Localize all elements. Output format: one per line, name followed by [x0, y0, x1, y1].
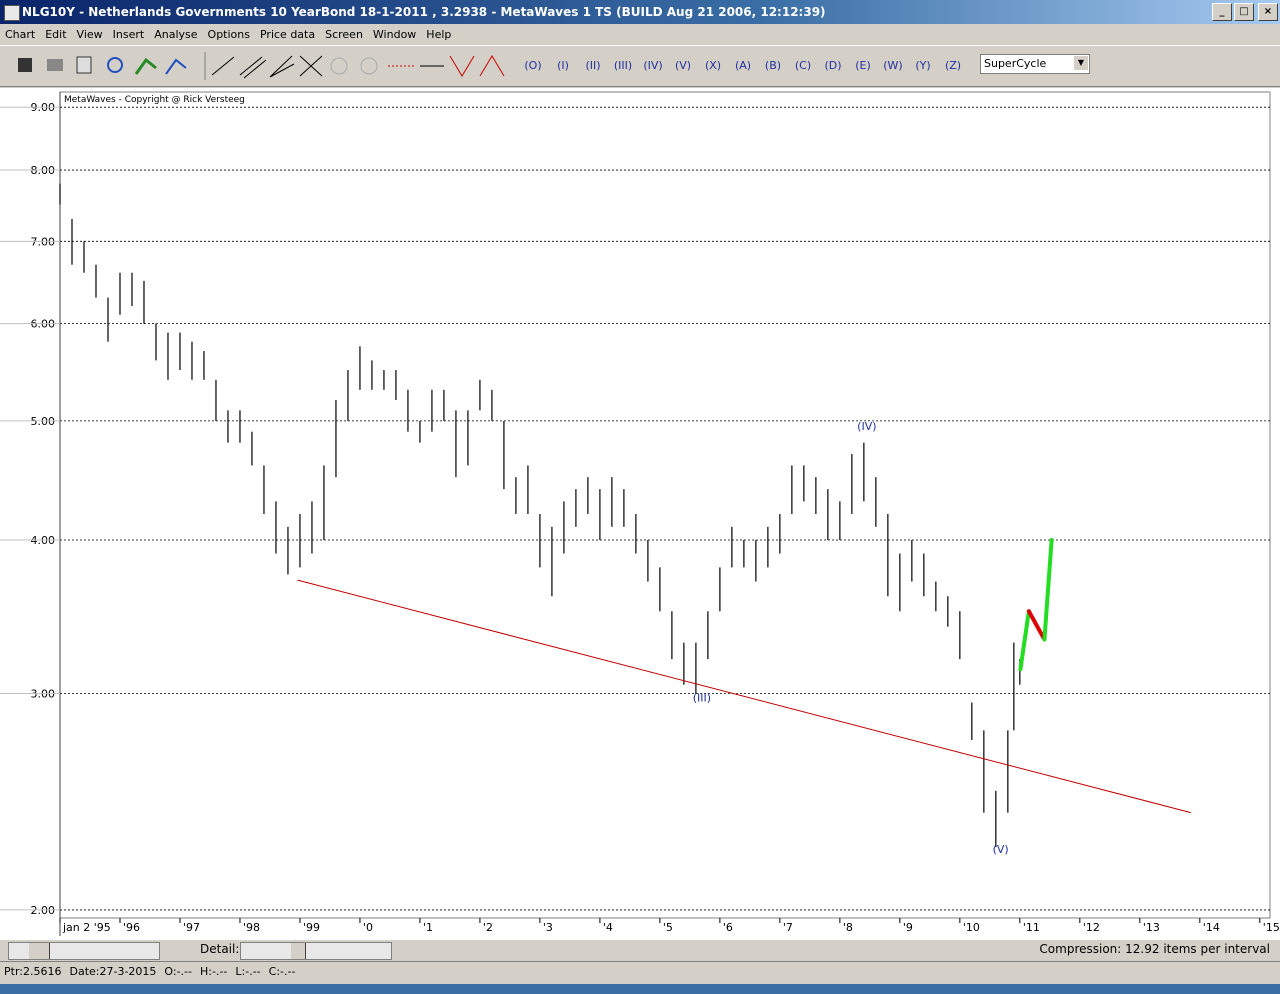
status-bar: Ptr:2.5616 Date:27-3-2015 O:-.-- H:-.-- L:-.… — [0, 961, 1280, 981]
preview-icon[interactable] — [76, 56, 92, 74]
status-field: Date:27-3-2015 — [69, 965, 157, 978]
trend-icon[interactable] — [134, 57, 157, 75]
x-tick-label: '12 — [1083, 921, 1100, 934]
wave-label: (V) — [993, 843, 1009, 856]
line-tool[interactable] — [211, 56, 235, 76]
window-title: NLG10Y - Netherlands Governments 10 Year… — [22, 5, 826, 19]
x-tick-label: '99 — [303, 921, 320, 934]
taskbar — [0, 984, 1280, 994]
menu-item[interactable]: Chart — [5, 28, 36, 41]
menu-item[interactable]: Analyse — [154, 28, 198, 41]
toolbar-icons — [18, 52, 505, 80]
wave-button[interactable]: (I) — [557, 59, 569, 72]
x-tick-label: '10 — [963, 921, 980, 934]
compression: Compression: 12.92 items per interval — [1039, 942, 1270, 956]
x-tick-label: '98 — [243, 921, 260, 934]
cross-tool[interactable] — [299, 55, 323, 77]
status-field: L:-.-- — [235, 965, 261, 978]
v-tool[interactable] — [449, 55, 475, 77]
title-bar: NLG10Y - Netherlands Governments 10 Year… — [0, 0, 1280, 24]
menu-item[interactable]: Help — [426, 28, 452, 41]
x-tick-label: '1 — [423, 921, 433, 934]
trend-line — [297, 579, 1191, 814]
wave-button[interactable]: (B) — [764, 59, 782, 72]
x-tick-label: '8 — [843, 921, 853, 934]
wave-button[interactable]: (W) — [883, 59, 903, 72]
menu-item[interactable]: Edit — [45, 28, 67, 41]
degree-dropdown[interactable]: SuperCycle ▼ — [980, 54, 1090, 74]
scroll-row: Detail: Compression: 12.92 items per int… — [0, 940, 1280, 960]
wave-button[interactable]: (II) — [585, 59, 601, 72]
projection-segment — [1042, 537, 1054, 642]
x-tick-label: '9 — [903, 921, 913, 934]
wave-button[interactable]: (V) — [674, 59, 692, 72]
menu-item[interactable]: Price data — [259, 28, 316, 41]
menu-item[interactable]: Options — [207, 28, 250, 41]
arc-tool[interactable] — [360, 57, 378, 75]
status-field: C:-.-- — [268, 965, 296, 978]
maximize-button[interactable]: □ — [1234, 3, 1254, 21]
x-tick-label: '3 — [543, 921, 553, 934]
minimize-button[interactable]: _ — [1212, 3, 1232, 21]
menu-item[interactable]: Insert — [112, 28, 145, 41]
x-tick-label: '11 — [1023, 921, 1040, 934]
fan-tool[interactable] — [269, 55, 295, 78]
x-tick-label: '97 — [183, 921, 200, 934]
status-field: O:-.-- — [164, 965, 192, 978]
wave-button[interactable]: (Y) — [915, 59, 931, 72]
wave-button[interactable]: (III) — [613, 59, 633, 72]
wave-button[interactable]: (IV) — [643, 59, 663, 72]
save-icon[interactable] — [18, 58, 32, 72]
wave-label: (III) — [693, 691, 711, 704]
x-tick-label: '13 — [1143, 921, 1160, 934]
projection-segment — [1018, 609, 1031, 672]
wave-button[interactable]: (D) — [824, 59, 842, 72]
x-tick-label: '15 — [1263, 921, 1280, 934]
channel-tool[interactable] — [239, 56, 267, 79]
x-tick-label: '0 — [363, 921, 373, 934]
x-tick-label: '6 — [723, 921, 733, 934]
x-tick-label: '2 — [483, 921, 493, 934]
menu-item[interactable]: View — [76, 28, 103, 41]
wave-button[interactable]: (A) — [734, 59, 752, 72]
wave-button[interactable]: (C) — [794, 59, 812, 72]
a-tool[interactable] — [479, 55, 505, 77]
x-tick-label: '5 — [663, 921, 673, 934]
status-field: H:-.-- — [200, 965, 228, 978]
detail-slider[interactable] — [240, 942, 392, 960]
wave-button[interactable]: (O) — [524, 59, 542, 72]
wave-button[interactable]: (E) — [855, 59, 871, 72]
x-tick-label: '14 — [1203, 921, 1220, 934]
toolbar: (O) (I) (II) (III) (IV) (V) (X) (A) (B) (C) (D) (E)… — [0, 46, 1280, 87]
x-tick-label: jan 2 '95 — [62, 921, 111, 934]
x-tick-label: '4 — [603, 921, 613, 934]
menu-bar: Chart Edit View Insert Analyse Options Price d… — [0, 24, 1280, 46]
chart: MetaWaves - Copyright @ Rick Versteeg 9.… — [0, 88, 1280, 940]
menu-item[interactable]: Window — [372, 28, 417, 41]
projection-segment — [1026, 609, 1047, 642]
wave-button[interactable]: (Z) — [944, 59, 962, 72]
wave-icon[interactable] — [107, 57, 123, 73]
degree-value: SuperCycle — [984, 57, 1047, 70]
close-button[interactable]: × — [1258, 3, 1278, 21]
wave-button[interactable]: (X) — [704, 59, 722, 72]
circle-tool[interactable] — [330, 57, 348, 75]
x-tick-label: '7 — [783, 921, 793, 934]
menu-item[interactable]: Screen — [325, 28, 363, 41]
wave-label: (IV) — [857, 420, 876, 433]
x-tick-label: '96 — [123, 921, 140, 934]
print-icon[interactable] — [47, 59, 63, 71]
scrollbar[interactable] — [8, 942, 160, 960]
copyright: MetaWaves - Copyright @ Rick Versteeg — [64, 95, 245, 105]
fib-icon[interactable] — [165, 58, 187, 75]
status-field: Ptr:2.5616 — [4, 965, 62, 978]
detail-label: Detail: — [200, 942, 240, 956]
